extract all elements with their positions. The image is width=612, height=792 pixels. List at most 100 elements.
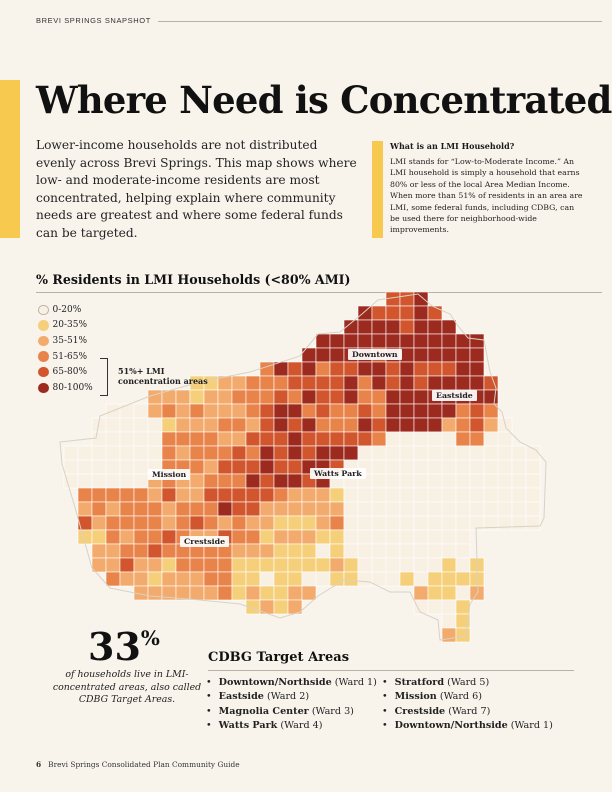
- tract-cell: [91, 543, 107, 559]
- tract-cell: [231, 417, 247, 433]
- tract-cell: [497, 459, 513, 475]
- lmi-share-stat: 33%: [88, 624, 160, 669]
- tract-cell: [329, 403, 345, 419]
- tract-cell: [399, 501, 415, 517]
- tract-cell: [441, 571, 457, 587]
- tract-cell: [273, 599, 289, 615]
- tract-cell: [203, 459, 219, 475]
- tract-cell: [469, 431, 485, 447]
- legend-row: 51-65%: [38, 349, 93, 365]
- tract-cell: [273, 515, 289, 531]
- tract-cell: [217, 417, 233, 433]
- tract-cell: [469, 417, 485, 433]
- tract-cell: [301, 445, 317, 461]
- tract-cell: [133, 501, 149, 517]
- tract-cell: [413, 571, 429, 587]
- intro-paragraph: Lower-income households are not distribu…: [36, 138, 357, 240]
- tract-cell: [133, 445, 149, 461]
- tract-cell: [343, 515, 359, 531]
- tract-cell: [441, 431, 457, 447]
- tract-cell: [175, 403, 191, 419]
- tract-cell: [105, 473, 121, 489]
- tract-cell: [455, 347, 471, 363]
- tract-cell: [203, 403, 219, 419]
- sidebar-title: What is an LMI Household?: [390, 141, 515, 151]
- tract-cell: [329, 431, 345, 447]
- tract-cell: [133, 403, 149, 419]
- tract-cell: [427, 571, 443, 587]
- tract-cell: [385, 445, 401, 461]
- tract-cell: [399, 431, 415, 447]
- tract-cell: [441, 417, 457, 433]
- legend-label: 20-35%: [52, 320, 88, 331]
- tract-cell: [329, 487, 345, 503]
- tract-cell: [259, 431, 275, 447]
- cdbg-list-col2: Stratford (Ward 5)Mission (Ward 6)Crests…: [382, 676, 553, 734]
- tract-cell: [329, 361, 345, 377]
- tract-cell: [441, 473, 457, 489]
- tract-cell: [357, 417, 373, 433]
- tract-cell: [329, 529, 345, 545]
- tract-cell: [231, 487, 247, 503]
- target-area-ward: (Ward 5): [447, 677, 490, 688]
- tract-cell: [441, 403, 457, 419]
- tract-cell: [273, 417, 289, 433]
- tract-cell: [287, 417, 303, 433]
- tract-cell: [315, 375, 331, 391]
- tract-cell: [371, 375, 387, 391]
- tract-cell: [315, 501, 331, 517]
- tract-cell: [161, 529, 177, 545]
- tract-cell: [231, 515, 247, 531]
- tract-cell: [189, 487, 205, 503]
- tract-cell: [273, 431, 289, 447]
- tract-cell: [245, 515, 261, 531]
- tract-cell: [455, 599, 471, 615]
- tract-cell: [385, 459, 401, 475]
- tract-cell: [315, 515, 331, 531]
- tract-cell: [469, 445, 485, 461]
- tract-cell: [427, 515, 443, 531]
- tract-cell: [245, 529, 261, 545]
- tract-cell: [413, 319, 429, 335]
- tract-cell: [441, 347, 457, 363]
- tract-cell: [245, 571, 261, 587]
- map-label-mission: Mission: [148, 469, 191, 480]
- target-area-name: Downtown/Northside: [218, 677, 332, 688]
- tract-cell: [441, 487, 457, 503]
- tract-cell: [203, 445, 219, 461]
- tract-cell: [231, 473, 247, 489]
- tract-cell: [147, 403, 163, 419]
- footer-text: Brevi Springs Consolidated Plan Communit…: [48, 760, 240, 769]
- tract-cell: [203, 487, 219, 503]
- tract-cell: [455, 557, 471, 573]
- tract-cell: [245, 459, 261, 475]
- tract-cell: [441, 543, 457, 559]
- tract-cell: [147, 431, 163, 447]
- tract-cell: [105, 431, 121, 447]
- tract-cell: [203, 557, 219, 573]
- tract-cell: [343, 361, 359, 377]
- tract-cell: [259, 445, 275, 461]
- tract-cell: [273, 487, 289, 503]
- tract-cell: [455, 473, 471, 489]
- tract-cell: [427, 305, 443, 321]
- map-heading: % Residents in LMI Households (<80% AMI): [36, 272, 351, 287]
- legend-label: 65-80%: [52, 367, 88, 378]
- tract-cell: [413, 305, 429, 321]
- tract-cell: [273, 543, 289, 559]
- tract-cell: [189, 501, 205, 517]
- tract-cell: [273, 585, 289, 601]
- city-boundary: [59, 293, 547, 641]
- target-area-ward: (Ward 7): [448, 705, 491, 717]
- tract-cell: [133, 529, 149, 545]
- legend-row: 20-35%: [38, 318, 93, 334]
- cdbg-target-area: Watts Park (Ward 4): [206, 719, 377, 733]
- tract-cell: [343, 543, 359, 559]
- tract-cell: [385, 557, 401, 573]
- tract-cell: [413, 543, 429, 559]
- tract-cell: [455, 403, 471, 419]
- stat-unit: %: [140, 626, 160, 650]
- tract-cell: [455, 529, 471, 545]
- page-number: 6: [36, 760, 42, 769]
- tract-cell: [259, 501, 275, 517]
